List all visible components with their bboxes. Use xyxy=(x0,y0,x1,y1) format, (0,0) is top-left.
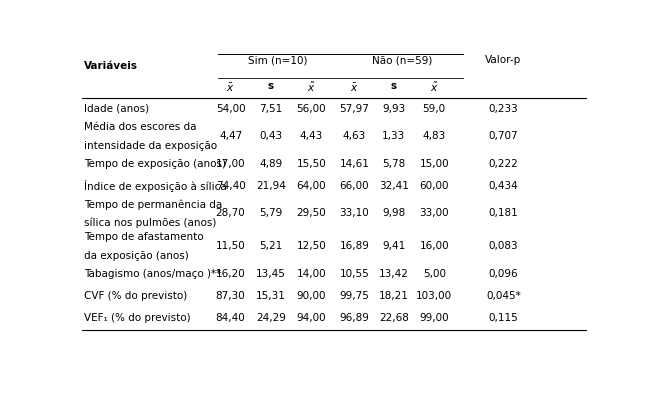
Text: Valor-p: Valor-p xyxy=(485,55,522,65)
Text: 74,40: 74,40 xyxy=(216,181,245,191)
Text: 13,42: 13,42 xyxy=(379,269,409,279)
Text: $\tilde{x}$: $\tilde{x}$ xyxy=(307,81,316,94)
Text: $\mathbf{s}$: $\mathbf{s}$ xyxy=(390,81,398,91)
Text: Tempo de exposição (anos): Tempo de exposição (anos) xyxy=(84,159,226,169)
Text: 7,51: 7,51 xyxy=(259,104,282,114)
Text: 12,50: 12,50 xyxy=(297,241,326,251)
Text: Média dos escores da: Média dos escores da xyxy=(84,122,196,132)
Text: Tempo de permanência da: Tempo de permanência da xyxy=(84,199,222,210)
Text: 5,79: 5,79 xyxy=(259,208,282,218)
Text: 84,40: 84,40 xyxy=(216,313,245,323)
Text: 21,94: 21,94 xyxy=(256,181,286,191)
Text: 66,00: 66,00 xyxy=(340,181,369,191)
Text: 9,41: 9,41 xyxy=(382,241,406,251)
Text: 16,00: 16,00 xyxy=(419,241,449,251)
Text: 24,29: 24,29 xyxy=(256,313,286,323)
Text: 99,75: 99,75 xyxy=(340,291,369,301)
Text: Índice de exposição à sílica: Índice de exposição à sílica xyxy=(84,180,227,192)
Text: $\mathbf{s}$: $\mathbf{s}$ xyxy=(267,81,274,91)
Text: sílica nos pulmões (anos): sílica nos pulmões (anos) xyxy=(84,217,216,227)
Text: 99,00: 99,00 xyxy=(419,313,449,323)
Text: 54,00: 54,00 xyxy=(216,104,245,114)
Text: $\bar{x}$: $\bar{x}$ xyxy=(350,81,359,94)
Text: intensidade da exposição: intensidade da exposição xyxy=(84,141,217,150)
Text: 18,21: 18,21 xyxy=(379,291,409,301)
Text: 17,00: 17,00 xyxy=(216,159,245,169)
Text: 10,55: 10,55 xyxy=(340,269,369,279)
Text: 16,20: 16,20 xyxy=(216,269,245,279)
Text: Tempo de afastamento: Tempo de afastamento xyxy=(84,232,203,243)
Text: 4,43: 4,43 xyxy=(300,131,323,141)
Text: 0,181: 0,181 xyxy=(488,208,518,218)
Text: Não (n=59): Não (n=59) xyxy=(372,55,432,65)
Text: 5,78: 5,78 xyxy=(382,159,406,169)
Text: 0,083: 0,083 xyxy=(488,241,518,251)
Text: 13,45: 13,45 xyxy=(256,269,286,279)
Text: 64,00: 64,00 xyxy=(297,181,326,191)
Text: 14,00: 14,00 xyxy=(297,269,326,279)
Text: 57,97: 57,97 xyxy=(340,104,369,114)
Text: 32,41: 32,41 xyxy=(379,181,409,191)
Text: 103,00: 103,00 xyxy=(416,291,452,301)
Text: 4,63: 4,63 xyxy=(343,131,366,141)
Text: Idade (anos): Idade (anos) xyxy=(84,104,149,114)
Text: 15,31: 15,31 xyxy=(256,291,286,301)
Text: 1,33: 1,33 xyxy=(382,131,406,141)
Text: 15,00: 15,00 xyxy=(419,159,449,169)
Text: 22,68: 22,68 xyxy=(379,313,409,323)
Text: 4,89: 4,89 xyxy=(259,159,282,169)
Text: 5,00: 5,00 xyxy=(422,269,446,279)
Text: $\bar{x}$: $\bar{x}$ xyxy=(226,81,235,94)
Text: Tabagismo (anos/maço )**: Tabagismo (anos/maço )** xyxy=(84,269,221,279)
Text: 28,70: 28,70 xyxy=(216,208,245,218)
Text: 9,93: 9,93 xyxy=(382,104,406,114)
Text: 9,98: 9,98 xyxy=(382,208,406,218)
Text: $\tilde{x}$: $\tilde{x}$ xyxy=(430,81,438,94)
Text: 4,47: 4,47 xyxy=(219,131,242,141)
Text: 0,222: 0,222 xyxy=(488,159,518,169)
Text: 90,00: 90,00 xyxy=(297,291,326,301)
Text: 0,045*: 0,045* xyxy=(486,291,521,301)
Text: 14,61: 14,61 xyxy=(340,159,369,169)
Text: 11,50: 11,50 xyxy=(216,241,245,251)
Text: 33,10: 33,10 xyxy=(340,208,369,218)
Text: 87,30: 87,30 xyxy=(216,291,245,301)
Text: Variáveis: Variáveis xyxy=(84,60,138,71)
Text: 0,707: 0,707 xyxy=(488,131,518,141)
Text: VEF₁ (% do previsto): VEF₁ (% do previsto) xyxy=(84,313,190,323)
Text: 0,115: 0,115 xyxy=(488,313,518,323)
Text: 16,89: 16,89 xyxy=(340,241,369,251)
Text: 0,233: 0,233 xyxy=(488,104,518,114)
Text: 60,00: 60,00 xyxy=(419,181,449,191)
Text: 15,50: 15,50 xyxy=(297,159,326,169)
Text: 4,83: 4,83 xyxy=(422,131,446,141)
Text: Sim (n=10): Sim (n=10) xyxy=(248,55,307,65)
Text: 33,00: 33,00 xyxy=(419,208,449,218)
Text: 96,89: 96,89 xyxy=(340,313,369,323)
Text: CVF (% do previsto): CVF (% do previsto) xyxy=(84,291,187,301)
Text: 0,434: 0,434 xyxy=(488,181,518,191)
Text: 94,00: 94,00 xyxy=(297,313,326,323)
Text: 56,00: 56,00 xyxy=(297,104,326,114)
Text: 5,21: 5,21 xyxy=(259,241,282,251)
Text: da exposição (anos): da exposição (anos) xyxy=(84,251,189,260)
Text: 59,0: 59,0 xyxy=(422,104,446,114)
Text: 0,096: 0,096 xyxy=(488,269,518,279)
Text: 0,43: 0,43 xyxy=(259,131,282,141)
Text: 29,50: 29,50 xyxy=(297,208,326,218)
